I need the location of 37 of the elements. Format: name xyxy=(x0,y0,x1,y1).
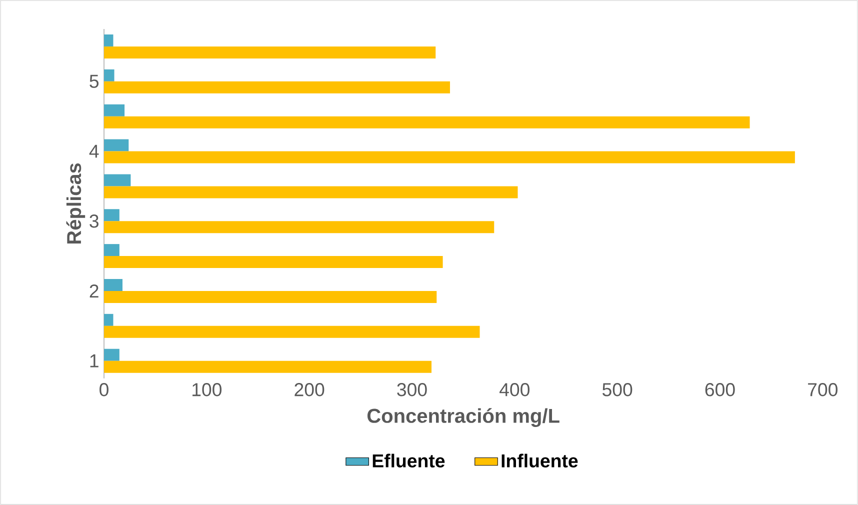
x-tick-label: 600 xyxy=(705,383,735,396)
bar xyxy=(104,244,120,256)
x-tick-label: 700 xyxy=(808,383,838,396)
bar xyxy=(104,104,125,116)
y-tick-label: 4 xyxy=(89,144,99,158)
bar xyxy=(104,174,131,186)
bar xyxy=(104,186,518,198)
y-axis-title: Réplicas xyxy=(66,163,86,244)
x-tick-label: 0 xyxy=(100,383,108,396)
bar xyxy=(104,221,494,234)
bar xyxy=(104,69,114,82)
x-tick-label: 100 xyxy=(192,383,222,396)
legend-label: Influente xyxy=(502,454,578,468)
x-axis-title: Concentración mg/L xyxy=(367,408,560,427)
bar xyxy=(104,278,122,291)
x-tick-label: 500 xyxy=(602,383,632,396)
bar xyxy=(104,256,443,268)
bar xyxy=(104,116,750,128)
y-tick-label: 1 xyxy=(90,354,98,368)
bar xyxy=(104,314,114,326)
bar xyxy=(104,326,480,338)
bar xyxy=(104,139,129,152)
y-tick-label: 3 xyxy=(90,214,98,228)
bar xyxy=(104,290,437,303)
y-tick-label: 2 xyxy=(90,284,98,298)
y-tick-label: 5 xyxy=(90,74,99,88)
bar xyxy=(104,209,120,222)
x-tick-label: 200 xyxy=(294,383,324,396)
x-tick-label: 400 xyxy=(500,383,530,396)
bar xyxy=(104,81,450,94)
bar xyxy=(104,348,120,361)
x-tick-label: 300 xyxy=(397,383,427,396)
legend-label: Efluente xyxy=(372,454,445,468)
bar xyxy=(104,360,432,373)
bar xyxy=(104,151,795,164)
bar xyxy=(104,46,436,58)
bar xyxy=(104,34,114,46)
